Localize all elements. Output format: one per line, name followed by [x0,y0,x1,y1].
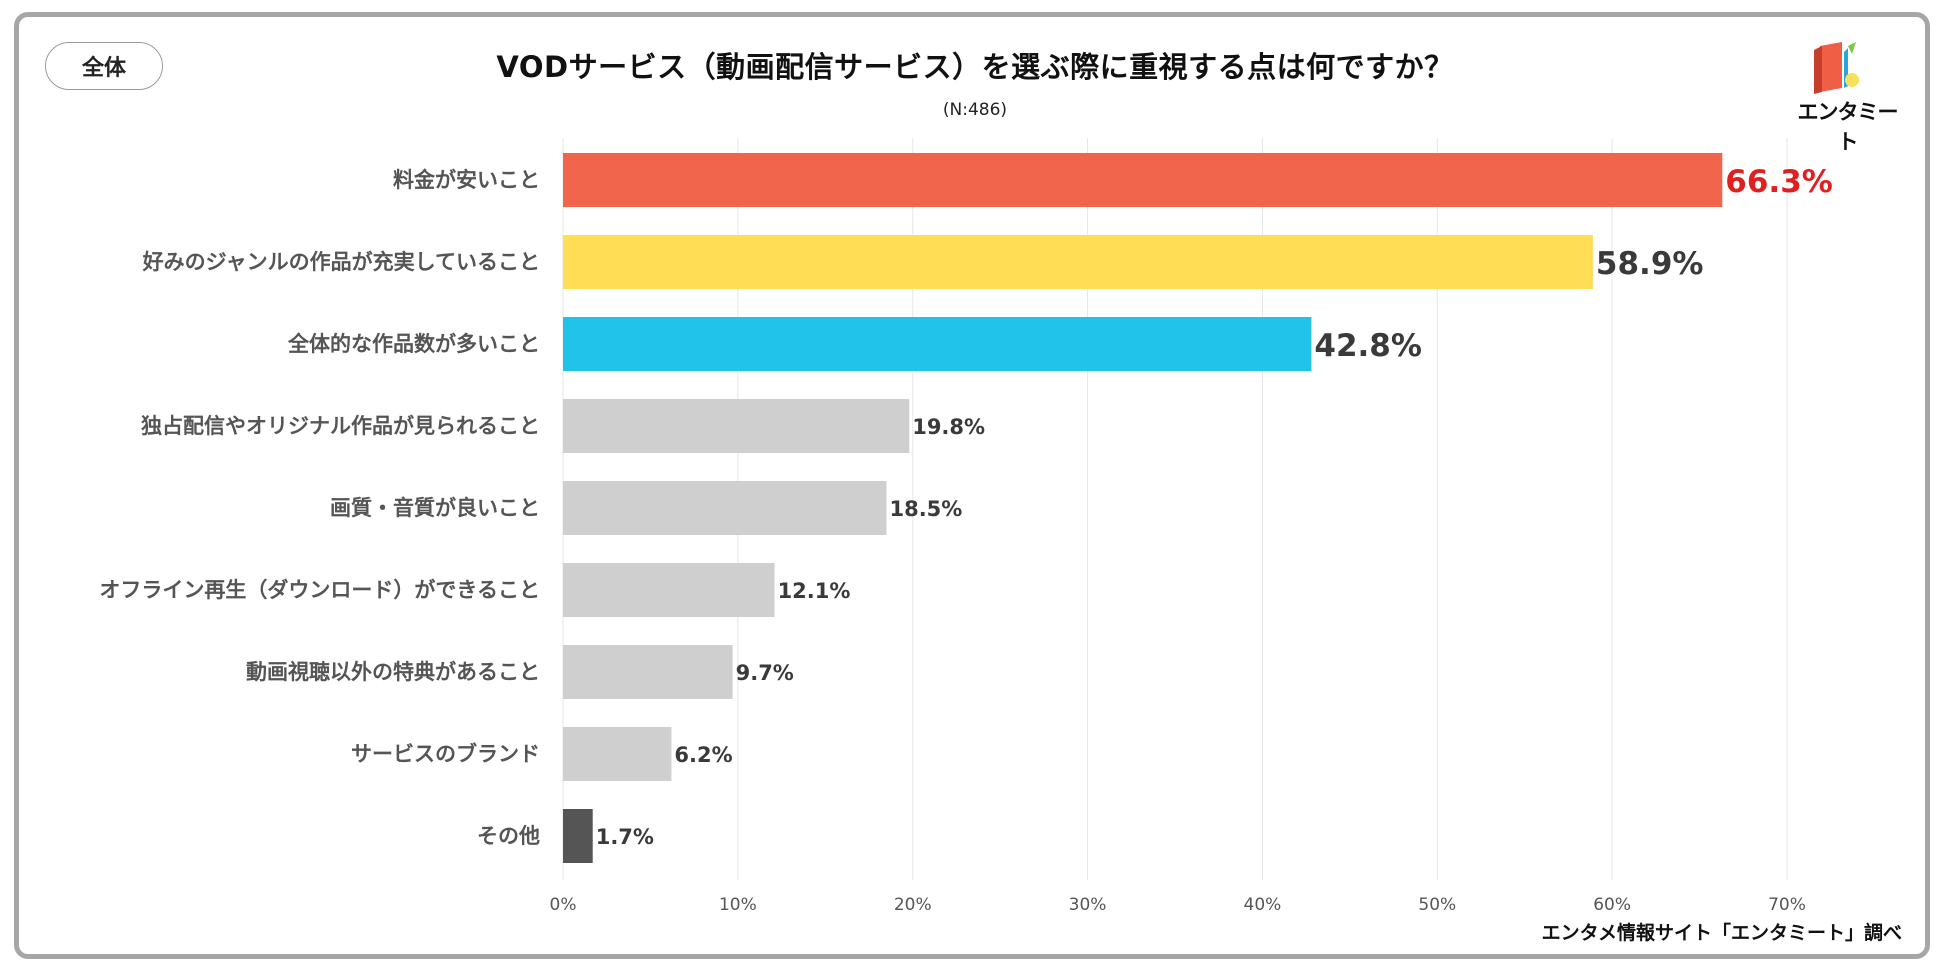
x-tick-label: 0% [550,895,577,915]
bar [563,645,733,699]
logo-text: エンタミート [1797,100,1899,154]
x-tick-label: 30% [1069,895,1107,915]
value-label: 58.9% [1596,246,1704,282]
value-label: 66.3% [1725,164,1833,200]
segment-badge[interactable]: 全体 [45,42,163,90]
category-label: 動画視聴以外の特典があること [246,660,540,684]
category-label: 独占配信やオリジナル作品が見られること [141,414,540,438]
bars [563,153,1723,863]
bar [563,809,593,863]
value-label: 19.8% [912,415,985,439]
x-tick-label: 20% [894,895,932,915]
chart-title: VODサービス（動画配信サービス）を選ぶ際に重視する点は何ですか？ [496,50,1454,84]
labels: 0% 10% 20% 30% 40% 50% 60% 70% 料金が安いこと 66.3% 好みのジャ… [99,164,1832,915]
category-label: その他 [477,824,540,848]
value-label: 18.5% [889,497,962,521]
x-tick-label: 60% [1593,895,1631,915]
category-label: サービスのブランド [351,742,540,766]
bar [563,235,1593,289]
bar [563,563,775,617]
value-label: 42.8% [1314,328,1422,364]
bar [563,399,910,453]
bar [563,481,887,535]
x-tick-label: 40% [1244,895,1282,915]
category-label: 画質・音質が良いこと [330,496,540,520]
bar [563,153,1723,207]
value-label: 1.7% [596,825,654,849]
value-label: 9.7% [736,661,794,685]
source-note: エンタメ情報サイト「エンタミート」調べ [1541,922,1902,944]
sample-size: (N:486) [942,100,1008,120]
category-label: 料金が安いこと [393,168,540,192]
value-label: 6.2% [674,743,732,767]
x-tick-label: 70% [1768,895,1806,915]
x-tick-label: 50% [1418,895,1456,915]
x-tick-label: 10% [719,895,757,915]
category-label: オフライン再生（ダウンロード）ができること [99,578,540,602]
bar [563,727,672,781]
value-label: 12.1% [778,579,851,603]
category-label: 好みのジャンルの作品が充実していること [142,250,540,274]
category-label: 全体的な作品数が多いこと [287,332,540,356]
bar [563,317,1312,371]
entameet-logo-icon [1814,42,1859,94]
